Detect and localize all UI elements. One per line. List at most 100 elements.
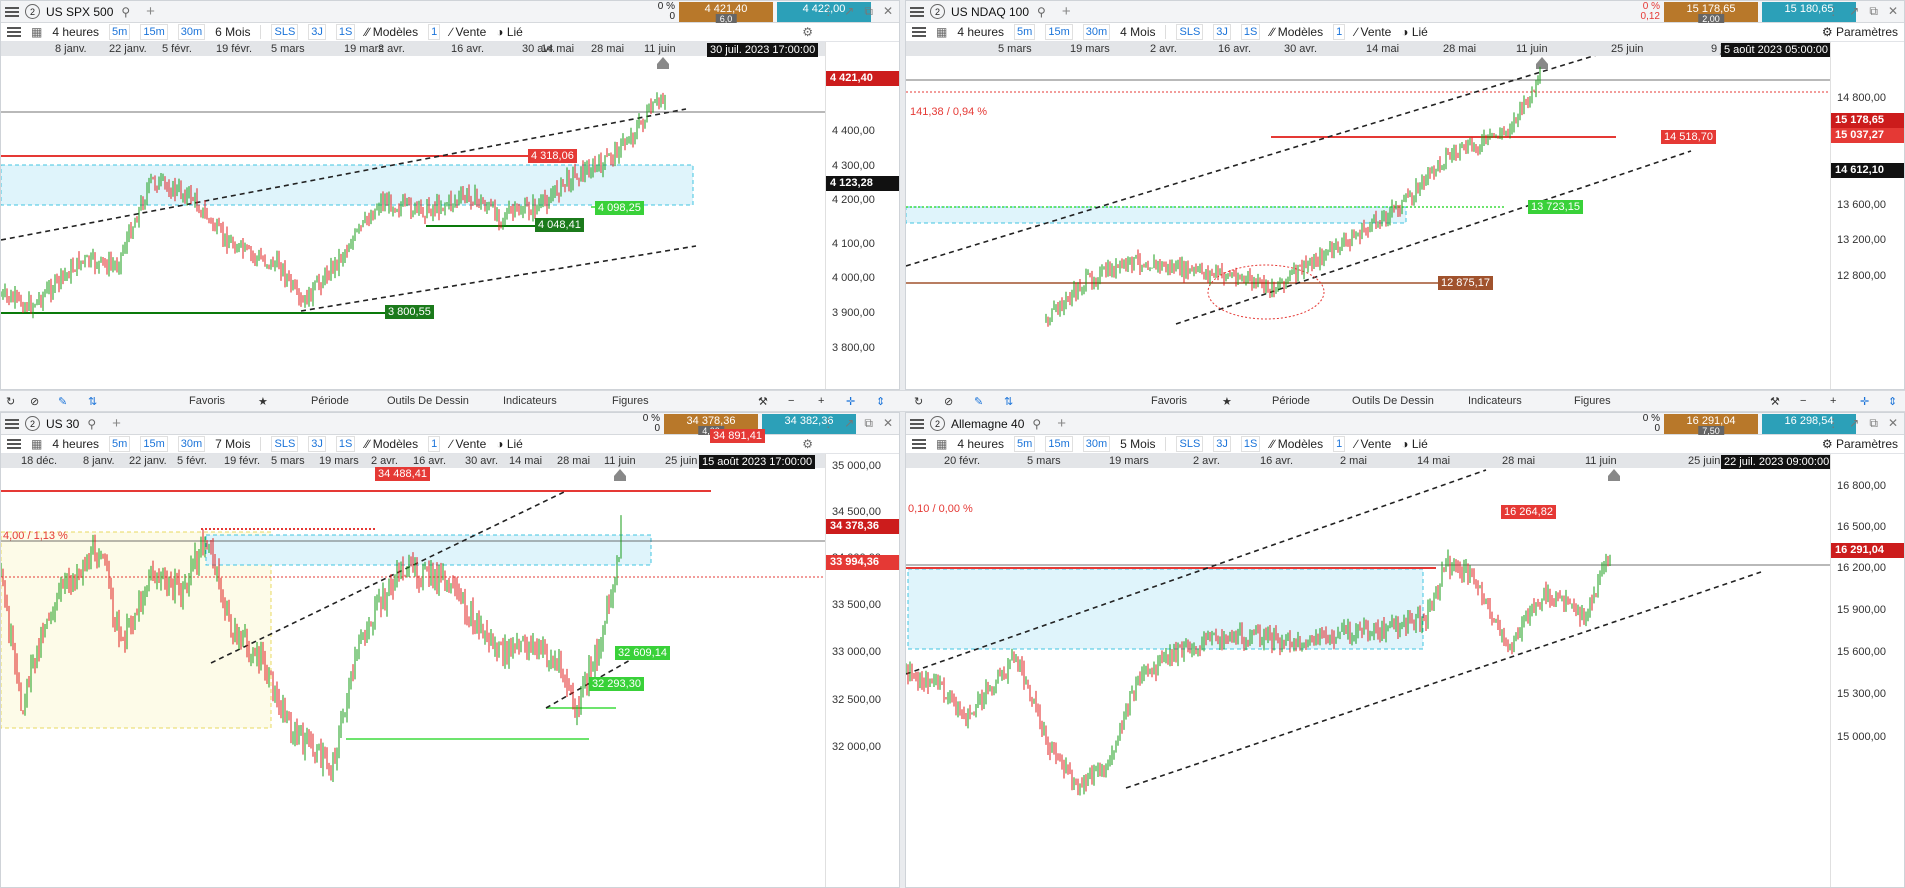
menu-icon[interactable] [5, 418, 19, 429]
layout-icon[interactable]: ▦ [936, 25, 948, 39]
symbol-name[interactable]: US SPX 500 [46, 4, 114, 19]
close-icon[interactable]: ✕ [1887, 416, 1898, 430]
popout-icon[interactable]: ⧉ [864, 416, 873, 430]
linked-button[interactable]: ◑ Lié [1401, 25, 1428, 39]
hide-icon[interactable]: ⊘ [30, 396, 40, 408]
drag-handle-icon[interactable]: ⋮ [822, 4, 835, 18]
buy-price-button[interactable]: 34 382,36 [762, 414, 856, 434]
zoom-in-icon[interactable]: + [1830, 395, 1837, 407]
crosshair-icon[interactable]: ✛ [1860, 396, 1870, 408]
tf-15m[interactable]: 15m [140, 24, 168, 40]
period-left[interactable]: Période [311, 395, 349, 407]
drawing-tools-left[interactable]: Outils De Dessin [387, 395, 469, 407]
tf-30m[interactable]: 30m [1082, 24, 1111, 40]
tf-5m[interactable]: 5m [109, 24, 131, 40]
fit-icon[interactable]: ⇕ [1888, 396, 1898, 408]
expand-icon[interactable]: ↗ [844, 4, 855, 18]
star-icon[interactable]: ★ [1222, 396, 1232, 408]
symbol-name[interactable]: US 30 [46, 416, 80, 431]
add-tab-icon[interactable]: + [1061, 3, 1071, 20]
tf-15m[interactable]: 15m [140, 436, 168, 452]
crosshair-icon[interactable]: ✛ [846, 396, 856, 408]
sls-button[interactable]: SLS [1176, 24, 1204, 40]
zoom-in-icon[interactable]: + [818, 395, 825, 407]
close-icon[interactable]: ✕ [882, 4, 893, 18]
tf-30m[interactable]: 30m [1082, 436, 1111, 452]
3j-button[interactable]: 3J [1213, 24, 1231, 40]
price-axis[interactable]: 16 800,00 16 500,00 16 200,00 15 900,00 15 6… [1830, 454, 1904, 887]
sell-price-button[interactable]: 4 421,40 6,0 [679, 2, 773, 24]
ruler-icon[interactable]: ⚒ [758, 396, 768, 408]
period-select[interactable]: 6 Mois [215, 25, 251, 39]
period-select[interactable]: 4 Mois [1120, 25, 1156, 39]
period-select[interactable]: 5 Mois [1120, 437, 1156, 451]
pencil-icon[interactable]: ✎ [58, 396, 68, 408]
expand-icon[interactable]: ↗ [844, 416, 855, 430]
settings-button[interactable]: ⚙ Paramètres [1821, 25, 1898, 39]
1s-button[interactable]: 1S [1240, 24, 1261, 40]
add-tab-icon[interactable]: + [146, 3, 155, 20]
models-button[interactable]: ∕∕ Modèles [365, 437, 419, 451]
fit-icon[interactable]: ⇕ [876, 396, 886, 408]
models-button[interactable]: ∕∕ Modèles [1270, 437, 1324, 451]
magnet-icon[interactable]: ⇅ [88, 396, 98, 408]
linked-button[interactable]: ◑ Lié [1401, 437, 1428, 451]
models-button[interactable]: ∕∕ Modèles [1270, 25, 1324, 39]
layout-icon[interactable]: ▦ [936, 437, 948, 451]
add-tab-icon[interactable]: + [1057, 415, 1066, 432]
price-chart[interactable] [906, 468, 1832, 888]
layout-icon[interactable]: ▦ [31, 25, 43, 39]
price-chart[interactable] [1, 56, 827, 390]
tf-30m[interactable]: 30m [177, 24, 206, 40]
zoom-out-icon[interactable]: − [788, 395, 795, 407]
pencil-icon[interactable]: ✎ [974, 396, 984, 408]
drag-handle-icon[interactable]: ⋮ [1827, 4, 1840, 18]
models-button[interactable]: ∕∕ Modèles [365, 25, 419, 39]
sls-button[interactable]: SLS [1176, 436, 1204, 452]
1s-button[interactable]: 1S [335, 436, 356, 452]
close-icon[interactable]: ✕ [1887, 4, 1898, 18]
settings-gear-icon[interactable]: ⚙ [802, 437, 813, 451]
linked-button[interactable]: ◑ Lié [496, 437, 523, 451]
sls-button[interactable]: SLS [271, 24, 299, 40]
sell-mode-button[interactable]: ∕ Vente [450, 25, 487, 39]
3j-button[interactable]: 3J [308, 24, 326, 40]
layout-icon[interactable]: ▦ [31, 437, 43, 451]
buy-price-button[interactable]: 15 180,65 [1762, 2, 1856, 22]
drawing-tools-right[interactable]: Outils De Dessin [1352, 395, 1434, 407]
settings-button[interactable]: ⚙ Paramètres [1821, 437, 1898, 451]
symbol-name[interactable]: Allemagne 40 [951, 416, 1025, 431]
menu-icon[interactable] [910, 6, 924, 17]
drag-handle-icon[interactable]: ⋮ [822, 416, 835, 430]
buy-price-button[interactable]: 16 298,54 [1762, 414, 1856, 434]
popout-icon[interactable]: ⧉ [1869, 4, 1878, 18]
favorites-right[interactable]: Favoris [1151, 395, 1188, 407]
zoom-out-icon[interactable]: − [1800, 395, 1807, 407]
sell-mode-button[interactable]: ∕ Vente [1355, 437, 1392, 451]
buy-price-button[interactable]: 4 422,00 [777, 2, 871, 22]
timeframe-select[interactable]: 4 heures [52, 437, 100, 451]
menu-icon[interactable] [910, 418, 924, 429]
count-badge[interactable]: 1 [1333, 24, 1346, 40]
indicators-right[interactable]: Indicateurs [1468, 395, 1522, 407]
favorites-left[interactable]: Favoris [189, 395, 226, 407]
search-icon[interactable]: ⚲ [121, 4, 131, 19]
tf-30m[interactable]: 30m [177, 436, 206, 452]
refresh-icon[interactable]: ↻ [6, 396, 16, 408]
price-chart[interactable] [1, 468, 827, 888]
popout-icon[interactable]: ⧉ [864, 4, 873, 18]
popout-icon[interactable]: ⧉ [1869, 416, 1878, 430]
symbol-name[interactable]: US NDAQ 100 [951, 4, 1030, 19]
count-badge[interactable]: 1 [428, 24, 441, 40]
list-icon[interactable] [912, 27, 926, 37]
search-icon[interactable]: ⚲ [1037, 4, 1046, 19]
linked-button[interactable]: ◑ Lié [496, 25, 523, 39]
tf-5m[interactable]: 5m [1014, 24, 1036, 40]
tf-5m[interactable]: 5m [1014, 436, 1036, 452]
sell-mode-button[interactable]: ∕ Vente [1355, 25, 1392, 39]
list-icon[interactable] [912, 439, 926, 449]
sell-price-button[interactable]: 15 178,65 2,00 [1664, 2, 1758, 24]
settings-gear-icon[interactable]: ⚙ [802, 25, 813, 39]
ruler-icon[interactable]: ⚒ [1770, 396, 1780, 408]
